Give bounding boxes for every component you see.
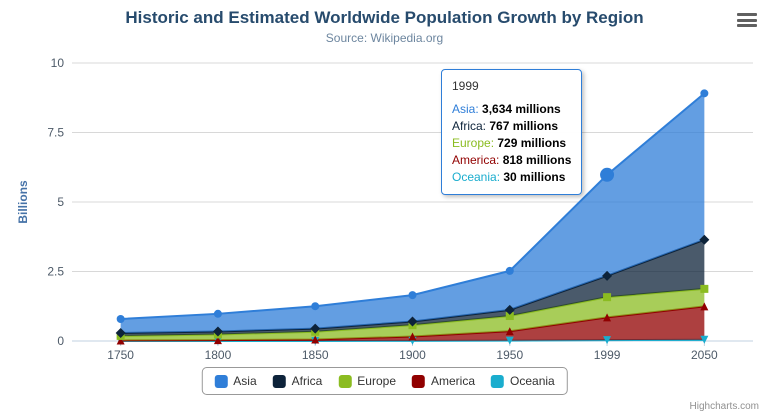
- legend-item-europe[interactable]: Europe: [338, 374, 396, 388]
- legend-symbol: [214, 374, 228, 388]
- tooltip-rows: Asia: 3,634 millions Africa: 767 millions…: [452, 101, 571, 186]
- tooltip-series-name: Asia:: [452, 102, 483, 116]
- markers-asia[interactable]: [116, 89, 709, 324]
- x-axis-tick-label: 1900: [399, 348, 426, 362]
- legend-item-asia[interactable]: Asia: [214, 374, 257, 388]
- y-axis-tick-label: 2.5: [47, 265, 64, 279]
- tooltip-row: Oceania: 30 millions: [452, 169, 571, 186]
- hamburger-icon: [737, 18, 757, 22]
- x-axis-labels: 1750 1800 1850 1900 1950 1999 2050: [107, 341, 718, 362]
- legend-symbol: [272, 374, 286, 388]
- tooltip-series-value: 767 millions: [489, 119, 559, 133]
- tooltip-series-value: 30 millions: [503, 170, 566, 184]
- tooltip-series-name: Africa:: [452, 119, 490, 133]
- y-axis-tick-label: 10: [51, 56, 65, 70]
- tooltip: 1999 Asia: 3,634 millions Africa: 767 mil…: [441, 69, 583, 195]
- tooltip-series-value: 818 millions: [502, 153, 572, 167]
- legend-label: Europe: [357, 374, 397, 388]
- tooltip-row: Asia: 3,634 millions: [452, 101, 571, 118]
- tooltip-row: Europe: 729 millions: [452, 135, 571, 152]
- chart-subtitle: Source: Wikipedia.org: [325, 31, 444, 45]
- x-axis-tick-label: 1950: [496, 348, 523, 362]
- x-axis-tick-label: 1999: [594, 348, 621, 362]
- tooltip-header: 1999: [452, 79, 479, 93]
- x-axis-tick-label: 1800: [205, 348, 232, 362]
- context-menu-button[interactable]: [737, 13, 757, 27]
- y-axis-tick-label: 5: [57, 195, 64, 209]
- x-axis-tick-label: 2050: [691, 348, 718, 362]
- x-axis-tick-label: 1850: [302, 348, 329, 362]
- legend-item-oceania[interactable]: Oceania: [491, 374, 555, 388]
- hamburger-icon: [737, 13, 757, 16]
- legend-item-america[interactable]: America: [412, 374, 475, 388]
- chart-title: Historic and Estimated Worldwide Populat…: [125, 8, 644, 27]
- legend-label: Asia: [233, 374, 257, 388]
- y-axis-tick-label: 7.5: [47, 126, 64, 140]
- credits-link[interactable]: Highcharts.com: [689, 401, 759, 412]
- markers-africa[interactable]: [115, 234, 710, 338]
- legend-symbol: [338, 374, 352, 388]
- tooltip-series-value: 3,634 millions: [482, 102, 561, 116]
- tooltip-series-name: America:: [452, 153, 503, 167]
- x-axis-tick-label: 1750: [107, 348, 134, 362]
- y-axis-title: Billions: [16, 180, 30, 224]
- legend-item-africa[interactable]: Africa: [272, 374, 323, 388]
- legend-label: America: [431, 374, 476, 388]
- legend-symbol: [491, 374, 505, 388]
- tooltip-series-name: Europe:: [452, 136, 498, 150]
- tooltip-row: America: 818 millions: [452, 152, 571, 169]
- tooltip-series-value: 729 millions: [497, 136, 567, 150]
- tooltip-series-name: Oceania:: [452, 170, 504, 184]
- y-axis-tick-label: 0: [57, 334, 64, 348]
- legend: Asia Africa Europe America Oceania: [201, 367, 568, 395]
- hamburger-icon: [737, 24, 757, 27]
- legend-symbol: [412, 374, 426, 388]
- legend-label: Africa: [291, 374, 323, 388]
- tooltip-row: Africa: 767 millions: [452, 118, 571, 135]
- legend-label: Oceania: [510, 374, 555, 388]
- markers-america[interactable]: [116, 302, 709, 345]
